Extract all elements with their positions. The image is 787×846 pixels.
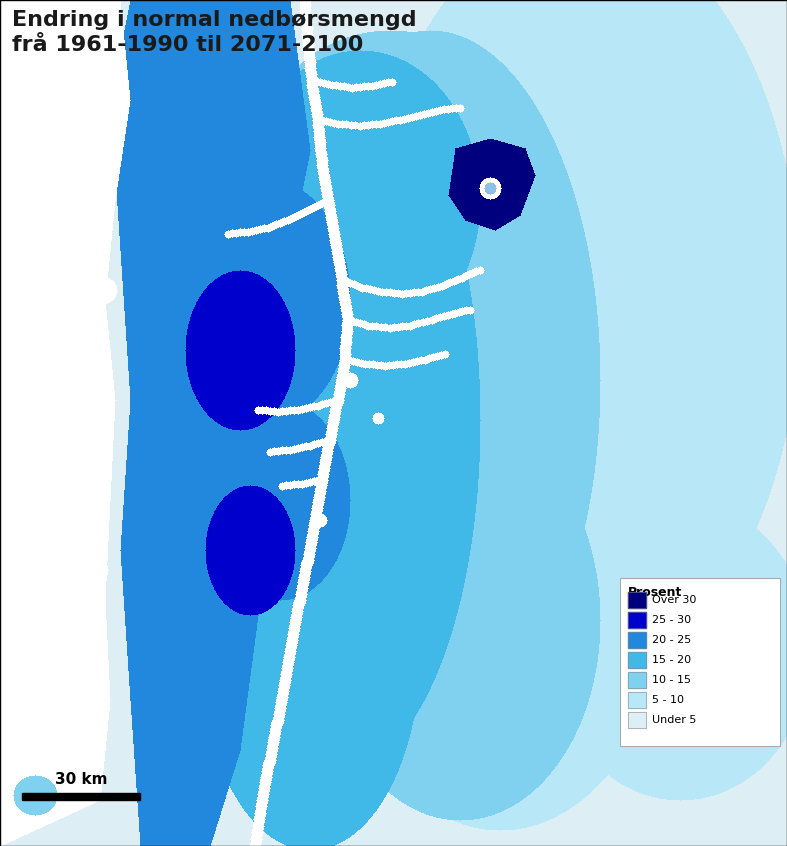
Bar (628, 652, 646, 668)
Text: Prosent: Prosent (628, 586, 682, 599)
Bar (628, 672, 646, 688)
Text: 25 - 30: 25 - 30 (652, 615, 691, 625)
Bar (628, 712, 646, 728)
Text: Endring i normal nedbørsmengd
frå 1961-1990 til 2071-2100: Endring i normal nedbørsmengd frå 1961-1… (12, 10, 416, 55)
Bar (628, 612, 646, 628)
Bar (628, 592, 646, 608)
Bar (628, 632, 646, 648)
Text: 20 - 25: 20 - 25 (652, 635, 691, 645)
Bar (628, 692, 646, 708)
Text: 10 - 15: 10 - 15 (652, 675, 691, 685)
Bar (628, 712, 646, 728)
Bar (628, 632, 646, 648)
Text: 15 - 20: 15 - 20 (652, 655, 691, 665)
Bar (628, 672, 646, 688)
Bar (628, 592, 646, 608)
Bar (620, 578, 780, 746)
Text: Over 30: Over 30 (652, 595, 696, 605)
Text: Under 5: Under 5 (652, 715, 696, 725)
Bar (628, 612, 646, 628)
Bar (628, 652, 646, 668)
Text: 30 km: 30 km (55, 772, 107, 787)
Bar (628, 692, 646, 708)
Bar (22, 793, 140, 800)
Text: 5 - 10: 5 - 10 (652, 695, 684, 705)
